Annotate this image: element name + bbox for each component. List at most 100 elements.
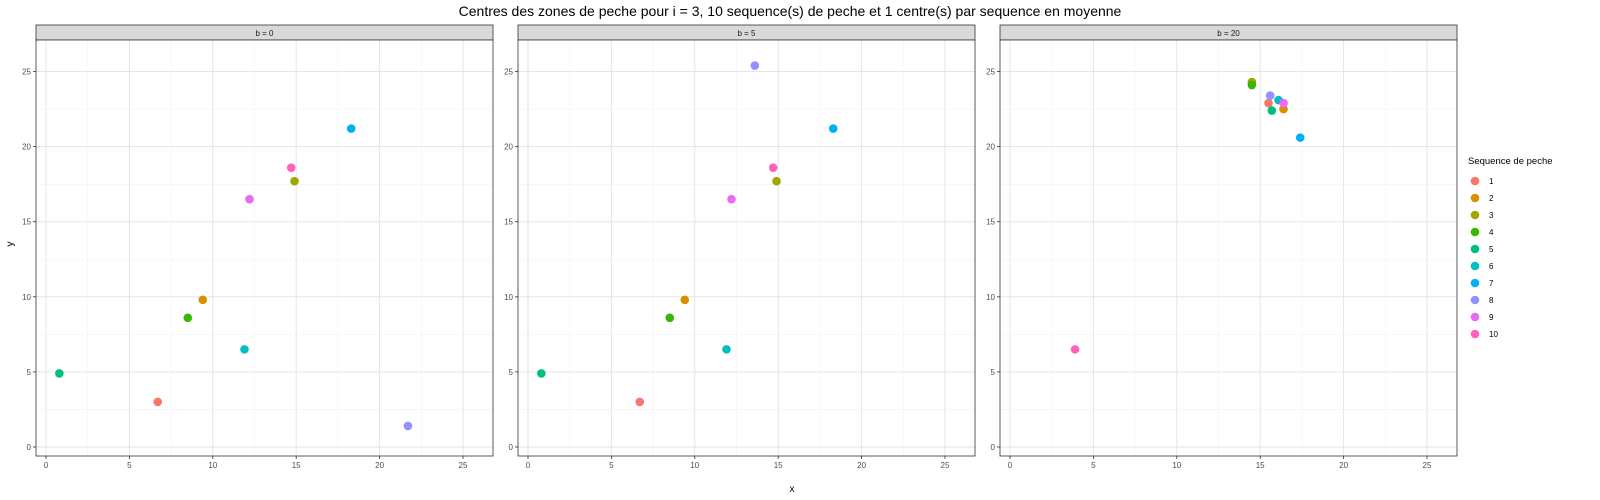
- data-point-seq-9: [245, 194, 254, 204]
- legend-label-3: 3: [1489, 211, 1494, 220]
- x-tick-label: 20: [1339, 461, 1348, 470]
- legend-key-10: [1470, 329, 1480, 339]
- y-tick-label: 5: [27, 368, 32, 377]
- facet-strip-label: b = 0: [255, 29, 274, 38]
- x-tick-label: 15: [774, 461, 783, 470]
- panel-border: [517, 39, 976, 457]
- y-tick-label: 25: [22, 68, 31, 77]
- data-point-seq-9: [1279, 98, 1288, 108]
- data-point-seq-2: [680, 295, 690, 305]
- x-tick-label: 15: [292, 461, 301, 470]
- data-point-seq-8: [1265, 91, 1275, 100]
- y-tick-label: 15: [504, 218, 513, 227]
- y-tick-label: 10: [504, 293, 513, 302]
- legend: Sequence de peche 1 2 3 4 5 6 7 8 9 10: [1468, 156, 1553, 339]
- x-tick-label: 10: [1172, 461, 1181, 470]
- x-tick-label: 25: [1423, 461, 1432, 470]
- legend-key-7: [1470, 278, 1480, 288]
- data-point-seq-4: [183, 313, 193, 323]
- y-tick-label: 15: [986, 218, 995, 227]
- legend-title: Sequence de peche: [1468, 156, 1553, 167]
- y-tick-label: 20: [22, 143, 31, 152]
- data-point-seq-10: [286, 163, 296, 172]
- data-point-seq-6: [240, 345, 249, 354]
- y-tick-label: 10: [986, 293, 995, 302]
- x-tick-label: 5: [127, 461, 132, 470]
- data-point-seq-1: [635, 397, 645, 407]
- x-tick-label: 20: [857, 461, 866, 470]
- y-tick-label: 25: [986, 68, 995, 77]
- panel-background: [518, 40, 975, 456]
- facet-strip-label: b = 20: [1217, 29, 1240, 38]
- data-point-seq-9: [727, 194, 736, 204]
- y-tick-label: 15: [22, 218, 31, 227]
- facet-strip-label: b = 5: [737, 29, 756, 38]
- x-tick-label: 0: [526, 461, 531, 470]
- panel-background: [36, 40, 493, 456]
- facet-panel: b = 5 0 5 10 15 20 25 0 5 10 15 20 25: [504, 24, 976, 470]
- legend-key-3: [1470, 210, 1480, 220]
- legend-label-2: 2: [1489, 194, 1494, 203]
- data-point-seq-3: [290, 176, 299, 186]
- y-tick-label: 25: [504, 68, 513, 77]
- data-point-seq-7: [346, 124, 356, 133]
- facet-panel: b = 20 0 5 10 15 20 25 0 5 10 15 20 25: [986, 24, 1458, 470]
- legend-key-2: [1470, 193, 1480, 203]
- data-point-seq-7: [1295, 133, 1305, 142]
- data-point-seq-6: [722, 345, 731, 354]
- data-point-seq-8: [403, 421, 413, 431]
- facet-panel: b = 0 0 5 10 15 20 25 0 5 10 15 20 25: [22, 24, 494, 470]
- legend-key-8: [1470, 295, 1480, 305]
- data-point-seq-3: [772, 176, 781, 186]
- y-tick-label: 20: [504, 143, 513, 152]
- data-point-seq-4: [665, 313, 675, 323]
- x-tick-label: 5: [609, 461, 614, 470]
- panel-background: [1000, 40, 1457, 456]
- chart-title: Centres des zones de peche pour i = 3, 1…: [459, 3, 1122, 19]
- legend-label-8: 8: [1489, 296, 1494, 305]
- data-point-seq-2: [1279, 104, 1288, 114]
- x-tick-label: 25: [941, 461, 950, 470]
- data-point-seq-2: [198, 295, 208, 305]
- data-point-seq-1: [1264, 98, 1273, 108]
- legend-key-1: [1470, 176, 1480, 186]
- data-point-seq-10: [768, 163, 778, 172]
- x-tick-label: 20: [375, 461, 384, 470]
- legend-key-9: [1470, 312, 1480, 322]
- x-tick-label: 0: [1008, 461, 1013, 470]
- data-point-seq-1: [153, 397, 163, 407]
- legend-label-5: 5: [1489, 245, 1494, 254]
- y-tick-label: 0: [991, 443, 996, 452]
- y-tick-label: 10: [22, 293, 31, 302]
- legend-label-10: 10: [1489, 330, 1498, 339]
- data-point-seq-4: [1247, 80, 1257, 90]
- panel-border: [35, 39, 494, 457]
- y-tick-label: 20: [986, 143, 995, 152]
- x-tick-label: 15: [1256, 461, 1265, 470]
- data-point-seq-8: [750, 61, 760, 70]
- y-tick-label: 5: [509, 368, 514, 377]
- x-tick-label: 10: [690, 461, 699, 470]
- x-tick-label: 0: [44, 461, 49, 470]
- legend-label-6: 6: [1489, 262, 1494, 271]
- x-tick-label: 5: [1091, 461, 1096, 470]
- panel-border: [999, 39, 1458, 457]
- legend-label-7: 7: [1489, 279, 1494, 288]
- y-tick-label: 0: [509, 443, 514, 452]
- x-tick-label: 25: [459, 461, 468, 470]
- x-axis-label: x: [790, 484, 795, 495]
- legend-label-9: 9: [1489, 313, 1494, 322]
- data-point-seq-7: [828, 124, 838, 133]
- panels-group: b = 0 0 5 10 15 20 25 0 5 10 15 20 25 b = 5 0 5 10 15 20 25…: [22, 24, 1458, 470]
- x-tick-label: 10: [208, 461, 217, 470]
- legend-key-4: [1470, 227, 1480, 237]
- data-point-seq-5: [537, 369, 546, 378]
- data-point-seq-5: [1267, 106, 1277, 115]
- data-point-seq-10: [1070, 345, 1080, 354]
- data-point-seq-5: [55, 369, 64, 378]
- y-tick-label: 0: [27, 443, 32, 452]
- y-tick-label: 5: [991, 368, 996, 377]
- legend-key-6: [1470, 261, 1480, 271]
- legend-key-5: [1470, 244, 1480, 254]
